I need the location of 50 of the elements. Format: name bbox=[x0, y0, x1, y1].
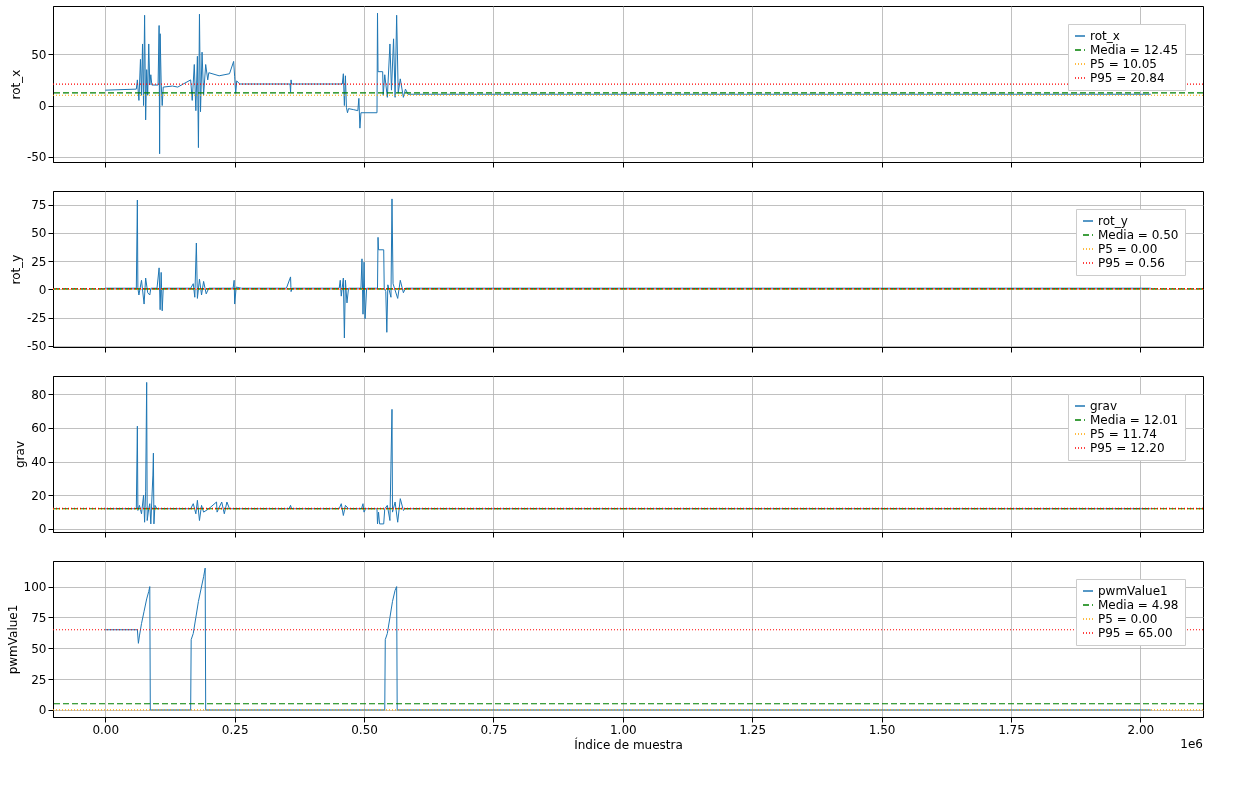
x-tick-label: 1.25 bbox=[739, 722, 767, 737]
legend-label: rot_x bbox=[1090, 29, 1120, 43]
legend-label: P5 = 10.05 bbox=[1090, 57, 1157, 71]
x-tick-label: 0.00 bbox=[92, 722, 120, 737]
y-tick-label: 75 bbox=[31, 198, 47, 213]
y-tick-label: 75 bbox=[31, 610, 47, 625]
x-tick-label: 1.00 bbox=[609, 722, 637, 737]
x-tick-label: 1.75 bbox=[998, 722, 1025, 737]
legend-label: P5 = 11.74 bbox=[1090, 427, 1157, 441]
x-axis-title: Índice de muestra bbox=[574, 736, 683, 752]
y-tick-label: -25 bbox=[26, 311, 47, 326]
x-tick-label: 0.50 bbox=[351, 722, 378, 737]
y-tick-label: 50 bbox=[31, 226, 47, 241]
y-tick-label: 0 bbox=[38, 99, 47, 114]
y-tick-label: 80 bbox=[31, 387, 47, 402]
legend-label: rot_y bbox=[1098, 214, 1128, 228]
y-tick-label: 100 bbox=[23, 580, 47, 595]
legend-label: P95 = 0.56 bbox=[1098, 256, 1165, 270]
x-tick-label: 2.00 bbox=[1127, 722, 1155, 737]
y-tick-label: -50 bbox=[26, 339, 47, 354]
y-axis-title: pwmValue1 bbox=[5, 604, 20, 675]
y-tick-label: 60 bbox=[31, 421, 47, 436]
x-tick-label: 0.25 bbox=[221, 722, 249, 737]
y-tick-label: -50 bbox=[26, 150, 47, 165]
x-tick-label: 1.50 bbox=[868, 722, 896, 737]
legend-label: Media = 0.50 bbox=[1098, 228, 1179, 242]
legend-label: pwmValue1 bbox=[1098, 584, 1168, 598]
legend-label: grav bbox=[1090, 399, 1118, 413]
y-tick-label: 20 bbox=[31, 488, 47, 503]
y-tick-label: 40 bbox=[31, 455, 47, 470]
legend-label: P95 = 12.20 bbox=[1090, 441, 1165, 455]
legend-label: Media = 12.45 bbox=[1090, 43, 1179, 57]
legend-label: Media = 4.98 bbox=[1098, 598, 1179, 612]
legend-label: P5 = 0.00 bbox=[1098, 242, 1158, 256]
y-axis-title: rot_x bbox=[8, 69, 23, 100]
y-axis-title: rot_y bbox=[8, 254, 23, 285]
legend-label: P5 = 0.00 bbox=[1098, 612, 1158, 626]
y-tick-label: 0 bbox=[38, 282, 47, 297]
ref-line-label: P95 = 20.84 bbox=[1090, 71, 1165, 85]
text: 1e6 bbox=[1180, 737, 1203, 751]
legend-label: Media = 12.01 bbox=[1090, 413, 1179, 427]
ref-line-label: P95 = 65.00 bbox=[1098, 626, 1173, 640]
y-tick-label: 25 bbox=[31, 254, 47, 269]
y-tick-label: 25 bbox=[31, 672, 47, 687]
y-tick-label: 50 bbox=[31, 641, 47, 656]
x-tick-label: 0.75 bbox=[480, 722, 508, 737]
y-tick-label: 0 bbox=[38, 522, 47, 537]
y-tick-label: 0 bbox=[38, 703, 47, 718]
y-axis-title: grav bbox=[13, 440, 28, 469]
y-tick-label: 50 bbox=[31, 47, 47, 62]
